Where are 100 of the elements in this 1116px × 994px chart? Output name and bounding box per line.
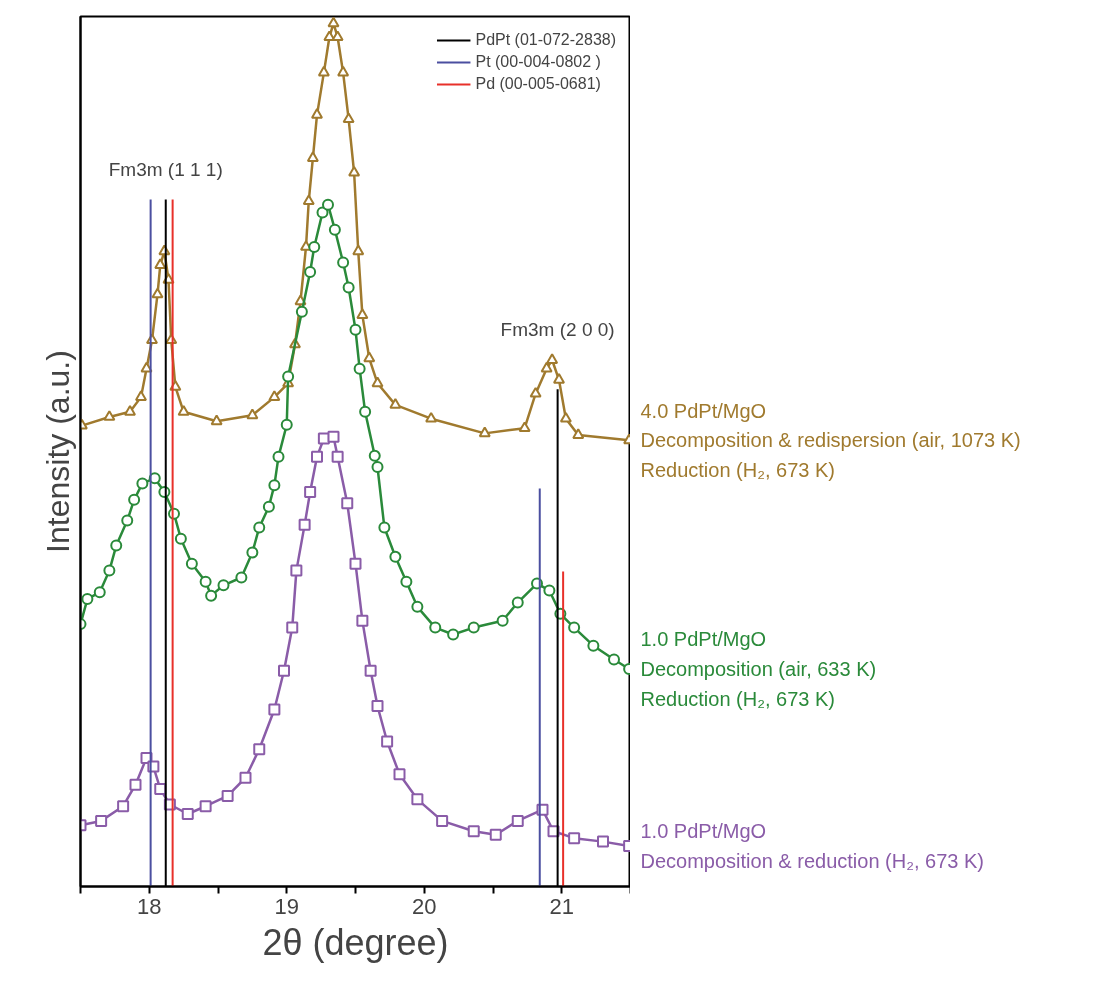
point xyxy=(308,240,321,253)
point xyxy=(290,564,303,577)
point xyxy=(352,244,365,256)
point xyxy=(199,575,212,588)
point xyxy=(327,16,340,28)
point xyxy=(529,386,542,398)
x-tick-label: 20 xyxy=(412,893,437,919)
point xyxy=(337,256,350,269)
point xyxy=(378,521,391,534)
series-label: 1.0 PdPt/MgO Decomposition & reduction (H₂, 673 K) xyxy=(640,820,984,872)
point xyxy=(103,410,116,421)
point xyxy=(221,789,234,802)
point xyxy=(429,621,442,634)
point xyxy=(359,405,372,418)
point xyxy=(93,586,106,599)
point xyxy=(253,743,266,756)
point xyxy=(304,265,317,278)
point xyxy=(268,479,281,492)
point xyxy=(511,596,524,609)
point xyxy=(311,108,323,119)
point xyxy=(311,450,323,463)
point xyxy=(81,593,94,606)
point xyxy=(411,793,424,806)
point xyxy=(337,65,350,77)
point xyxy=(543,584,556,597)
point xyxy=(185,557,198,570)
point xyxy=(295,305,308,318)
point xyxy=(364,664,377,677)
point xyxy=(181,808,194,820)
point xyxy=(302,194,315,206)
point xyxy=(280,418,293,431)
point xyxy=(317,65,330,77)
series-label: 4.0 PdPt/MgO Decomposition & redispersion (air, 1073 K) Reduction (H₂, 673 K) xyxy=(640,399,1021,481)
point xyxy=(328,223,341,236)
x-tick-label: 18 xyxy=(137,893,162,919)
series-label: 1.0 PdPt/MgO Decomposition (air, 633 K) Reduction (H₂, 673 K) xyxy=(640,628,877,710)
point xyxy=(597,835,609,848)
point xyxy=(268,390,281,402)
point xyxy=(436,814,449,827)
point xyxy=(235,571,248,584)
point xyxy=(239,771,252,784)
point xyxy=(286,621,299,634)
point xyxy=(322,198,334,211)
point xyxy=(356,308,369,320)
annotation: Fm3m (1 1 1) xyxy=(108,158,223,180)
point xyxy=(306,151,319,162)
point xyxy=(368,449,381,462)
point xyxy=(349,557,362,570)
point xyxy=(371,700,384,713)
point xyxy=(572,428,585,439)
point xyxy=(253,521,266,534)
point xyxy=(553,373,565,384)
point xyxy=(140,361,153,373)
x-tick-label: 21 xyxy=(549,893,574,919)
point xyxy=(342,112,355,124)
point xyxy=(327,430,340,443)
point xyxy=(278,664,290,677)
point xyxy=(174,532,187,545)
point xyxy=(348,165,361,177)
point xyxy=(393,768,406,781)
point xyxy=(389,550,402,563)
point xyxy=(371,461,384,474)
point xyxy=(331,30,344,42)
point xyxy=(128,493,141,506)
point xyxy=(136,477,149,490)
point xyxy=(489,828,502,841)
point xyxy=(447,628,460,641)
y-axis-title: Intensity (a.u.) xyxy=(39,350,76,553)
point xyxy=(246,408,259,420)
point xyxy=(518,421,531,433)
point xyxy=(546,353,559,364)
point xyxy=(496,614,509,627)
point xyxy=(124,405,136,416)
point xyxy=(342,281,355,294)
point xyxy=(121,514,134,527)
point xyxy=(154,782,167,795)
point xyxy=(262,500,275,513)
legend-label: PdPt (01-072-2838) xyxy=(475,31,616,49)
point xyxy=(199,800,212,813)
point xyxy=(117,800,130,813)
point xyxy=(478,426,491,438)
point xyxy=(608,653,620,666)
point xyxy=(356,614,369,627)
point xyxy=(568,621,581,634)
annotation: Fm3m (2 0 0) xyxy=(500,319,615,341)
point xyxy=(210,414,223,426)
point xyxy=(282,370,295,383)
point xyxy=(304,486,317,499)
point xyxy=(363,351,376,363)
point xyxy=(425,411,438,423)
point xyxy=(129,778,142,791)
point xyxy=(371,376,384,388)
point xyxy=(511,814,524,827)
point xyxy=(246,546,259,559)
point xyxy=(467,621,480,634)
point xyxy=(217,579,230,592)
point xyxy=(559,411,572,423)
point xyxy=(353,362,366,375)
point xyxy=(587,639,600,652)
point xyxy=(411,600,424,613)
